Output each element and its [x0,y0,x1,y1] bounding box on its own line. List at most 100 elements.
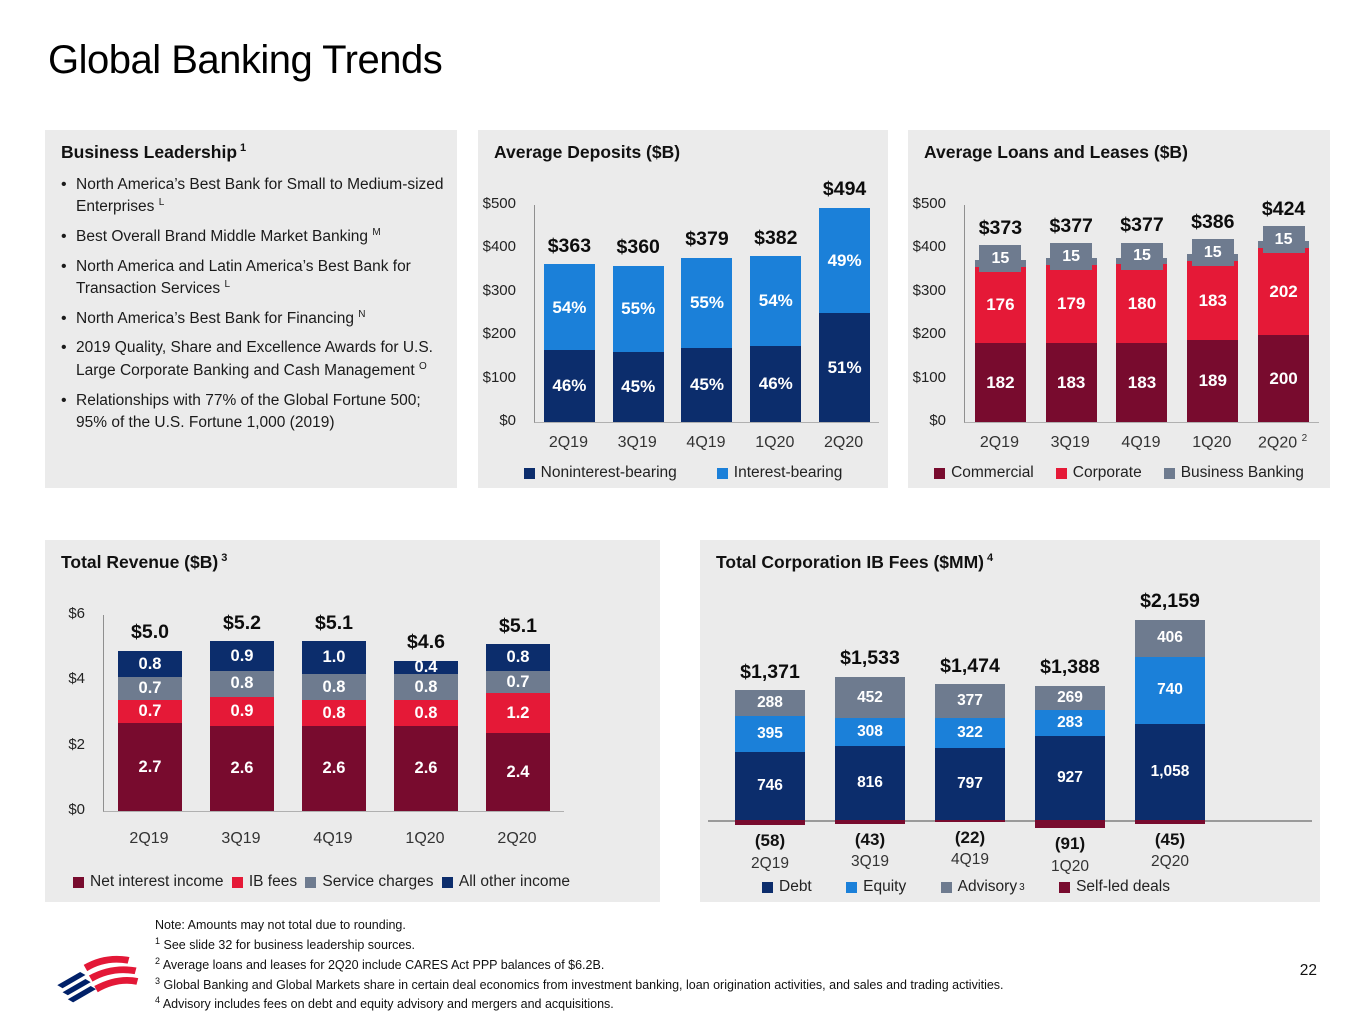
legend-swatch [231,876,243,888]
bar-segment-debt: 797 [935,747,1005,820]
bar-total-label: $1,371 [740,660,800,683]
category-label: 2Q19 [979,434,1019,451]
segment-value-label: 183 [1127,372,1157,392]
legend-item: Net interest income [73,873,224,891]
bar-segment-net-interest-income: 2.7 [118,722,182,811]
category-slot: 1Q20 [740,433,809,452]
footnote-marker: O [418,360,427,372]
segment-value-label: 746 [757,777,783,795]
segment-value-label: 0.4 [414,658,438,677]
legend-item: Corporate [1055,464,1142,482]
legend-label: Business Banking [1180,464,1304,481]
legend-swatch [305,876,317,888]
heading-text: Total Revenue ($B) [61,552,219,572]
category-slot: 3Q19 [603,433,672,452]
bar-slot: 2.7 0.7 0.7 0.8 $5.0 [104,615,196,811]
category-label: 1Q20 [1051,857,1089,875]
legend-label: Interest-bearing [733,464,843,481]
category-row: 2Q19 3Q19 4Q19 1Q20 2Q20 [103,829,563,848]
y-tick-label: $4 [68,670,85,688]
y-tick-label: $300 [482,281,516,299]
self-led-deals-bar [835,820,905,824]
legend: Debt Equity Advisory 3 Self-led deals [762,878,1170,896]
plot-area: 46% 54% $363 45% 55% $360 45% 55% $379 46% 54% $382… [534,180,879,423]
stacked-bar: 183 180 [1116,257,1168,422]
category-slot: 2Q19 [103,829,195,848]
segment-value-label: 927 [1057,769,1083,787]
category-label: 2Q20 [497,830,537,847]
legend-label: Corporate [1072,464,1142,481]
bar-segment-service-charges: 0.8 [210,670,274,697]
bar-segment-ib-fees: 1.2 [486,693,550,733]
category-label: 2Q19 [751,854,789,872]
bar-segment-equity: 283 [1035,710,1105,736]
segment-value-label: 283 [1057,714,1083,732]
stacked-bar: 200 202 [1258,241,1310,422]
stacked-bar: 45% 55% [612,265,664,422]
legend: Noninterest-bearing Interest-bearing [478,464,888,482]
leadership-bullet: North America and Latin America’s Best B… [59,255,449,301]
bar-segment-all-other-income: 0.8 [118,650,182,678]
y-axis: $500 $400 $300 $200 $100 $0 [908,196,954,429]
legend-item: Self-led deals [1059,878,1170,896]
stacked-bar: 816 308 452 [835,676,905,820]
category-label: 2Q20 2 [1258,433,1308,452]
segment-value-label: 54% [552,297,587,317]
bar-segment-interest-bearing: 49% [819,207,871,313]
legend-swatch [940,881,952,893]
stacked-bar: 46% 54% [543,264,595,422]
bar-segment-corporate: 202 [1258,247,1310,336]
segment-value-label: 395 [757,725,783,743]
stacked-bar: 2.6 0.9 0.8 0.9 [210,641,274,811]
heading-text: Total Corporation IB Fees ($MM) [716,552,985,572]
legend-label: Service charges [322,873,434,890]
bar-slot: 2.6 0.8 0.8 0.4 $4.6 [380,615,472,811]
business-banking-value-tab: 15 [1262,226,1305,254]
heading-text: Average Loans and Leases ($B) [924,142,1188,162]
stacked-bar: 182 176 [974,260,1026,422]
footnote-marker: N [358,308,366,320]
category-label: 2Q19 [129,830,169,847]
category-label: 1Q20 [405,830,445,847]
segment-value-label: 183 [1057,372,1086,392]
heading-text: Business Leadership [61,142,238,162]
bar-segment-interest-bearing: 54% [750,256,802,346]
stacked-bar: 46% 54% [750,256,802,422]
legend-label: Noninterest-bearing [540,464,677,481]
bar-slot: 746 395 288 $1,371 [720,620,820,820]
bar-slot: 45% 55% $360 [604,205,673,422]
bar-segment-noninterest-bearing: 45% [681,347,733,422]
bar-segment-net-interest-income: 2.6 [302,726,366,811]
negative-slot: (43) 3Q19 [820,820,920,876]
segment-value-label: 202 [1269,281,1298,301]
segment-value-label: 51% [827,357,862,377]
segment-value-label: 0.8 [506,648,530,667]
legend-item: All other income [441,873,570,891]
footnote-marker: 2 [1301,433,1308,444]
category-label: 2Q19 [548,434,588,451]
bar-segment-ib-fees: 0.9 [210,696,274,727]
y-tick-label: $0 [929,412,946,429]
legend-swatch [1163,467,1175,479]
bar-slot: 46% 54% $382 [741,205,810,422]
legend-item: Advisory 3 [940,878,1025,896]
segment-value-label: 183 [1198,290,1227,310]
chart-heading: Total Revenue ($B) 3 [61,552,227,573]
segment-value-label: 308 [857,723,883,741]
chart-heading: Average Deposits ($B) [494,142,683,163]
y-tick-label: $6 [68,605,85,622]
bar-segment-equity: 395 [735,716,805,753]
page-number: 22 [1299,962,1317,979]
bar-segment-service-charges: 0.8 [302,673,366,700]
segment-value-label: 2.4 [506,762,530,781]
segment-value-label: 55% [689,293,724,313]
footnote-marker: 4 [155,995,161,1006]
self-led-deals-bar [1035,820,1105,829]
bar-total-label: $5.1 [499,614,537,637]
average-loans-chart-panel: Average Loans and Leases ($B) $500 $400 $3… [908,130,1330,488]
footnote-marker: M [372,227,381,239]
y-axis: $500 $400 $300 $200 $100 $0 [478,196,524,429]
bar-segment-all-other-income: 0.4 [394,658,458,677]
self-led-deals-label: (91) [1054,834,1086,854]
